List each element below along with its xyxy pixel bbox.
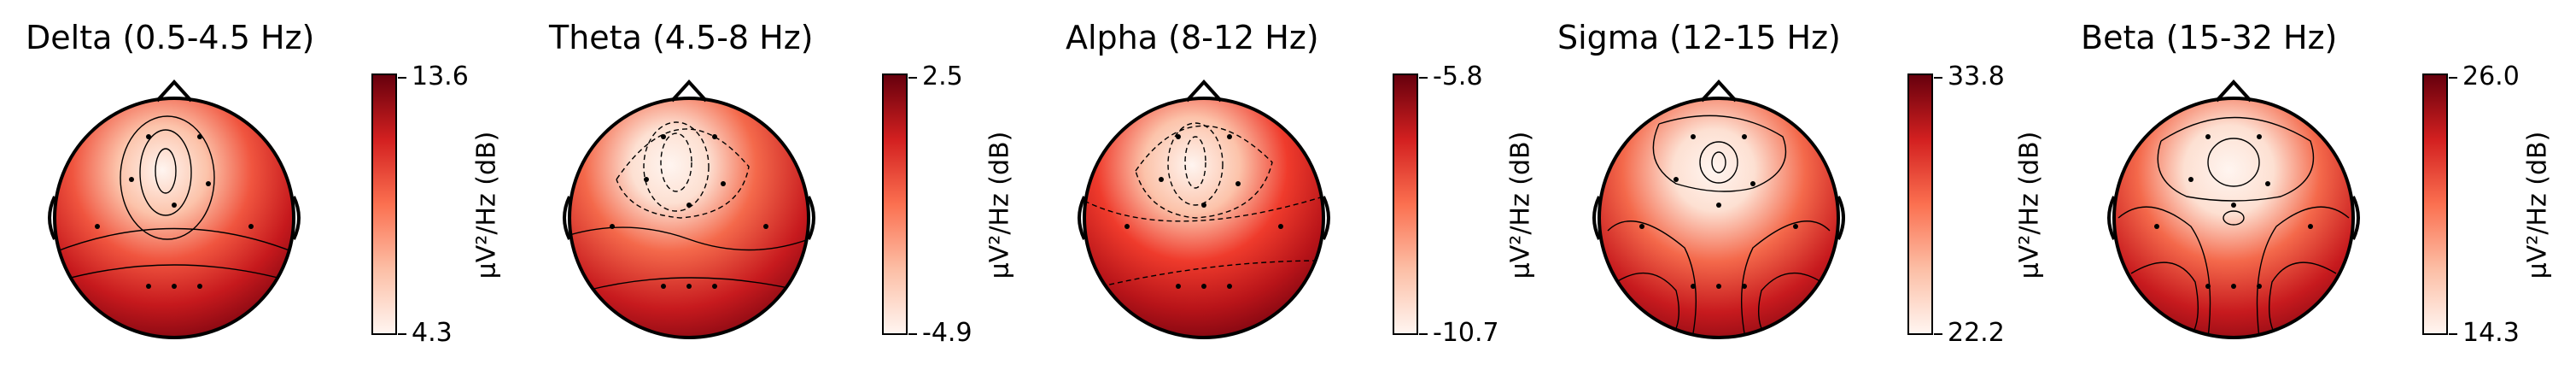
electrode-markers — [95, 134, 254, 289]
head-outline — [1083, 97, 1325, 339]
nose-icon — [670, 79, 708, 103]
colorbar-unit-label: µV²/Hz (dB) — [471, 131, 502, 279]
colorbar — [1393, 73, 1418, 335]
topomap-title: Sigma (12-15 Hz) — [1557, 19, 1841, 56]
right-ear-icon — [292, 196, 301, 240]
colorbar-max-label: 26.0 — [2449, 62, 2520, 91]
colorbar — [2422, 73, 2448, 335]
left-ear-icon — [563, 196, 571, 240]
right-ear-icon — [1837, 196, 1845, 240]
topomap-panel-beta: Beta (15-32 Hz) — [2059, 0, 2572, 376]
left-ear-icon — [2107, 196, 2116, 240]
electrode-markers — [1124, 134, 1283, 289]
colorbar-min-label: 22.2 — [1934, 318, 2005, 348]
colorbar-min-label: 4.3 — [398, 318, 453, 348]
scalp-heatmap — [2114, 98, 2353, 338]
right-ear-icon — [807, 196, 815, 240]
nose-icon — [2215, 79, 2252, 103]
topomap-panel-theta: Theta (4.5-8 Hz) 2.5 -4.9 — [515, 0, 1027, 376]
scalp-topomap — [2107, 79, 2360, 339]
colorbar-unit-label: µV²/Hz (dB) — [2014, 131, 2045, 279]
head-outline — [1598, 97, 1840, 339]
colorbar-unit-label: µV²/Hz (dB) — [1505, 131, 1536, 279]
topomap-panel-alpha: Alpha (8-12 Hz) -5.8 -10.7 — [1030, 0, 1542, 376]
nose-icon — [1185, 79, 1223, 103]
right-ear-icon — [2351, 196, 2360, 240]
nose-icon — [155, 79, 193, 103]
colorbar-max-label: 2.5 — [908, 62, 963, 91]
scalp-topomap — [1592, 79, 1845, 339]
head-outline — [53, 97, 295, 339]
colorbar-min-label: -10.7 — [1419, 318, 1499, 348]
electrode-markers — [1639, 134, 1798, 289]
left-ear-icon — [48, 196, 56, 240]
colorbar-unit-label: µV²/Hz (dB) — [2522, 131, 2553, 279]
colorbar-max-label: 33.8 — [1934, 62, 2005, 91]
topomap-title: Delta (0.5-4.5 Hz) — [26, 19, 315, 56]
left-ear-icon — [1592, 196, 1601, 240]
colorbar — [371, 73, 397, 335]
left-ear-icon — [1078, 196, 1086, 240]
colorbar — [1907, 73, 1933, 335]
electrode-markers — [2154, 134, 2313, 289]
scalp-heatmap — [570, 98, 809, 338]
nose-icon — [1700, 79, 1738, 103]
colorbar-min-label: 14.3 — [2449, 318, 2520, 348]
colorbar-max-label: 13.6 — [398, 62, 469, 91]
colorbar-unit-label: µV²/Hz (dB) — [984, 131, 1015, 279]
topomap-panel-sigma: Sigma (12-15 Hz) 33.8 — [1545, 0, 2057, 376]
colorbar — [882, 73, 908, 335]
scalp-heatmap — [55, 98, 294, 338]
head-outline — [568, 97, 810, 339]
scalp-topomap — [563, 79, 815, 339]
head-outline — [2112, 97, 2355, 339]
topomap-title: Theta (4.5-8 Hz) — [549, 19, 814, 56]
topomap-title: Beta (15-32 Hz) — [2081, 19, 2338, 56]
electrode-markers — [610, 134, 768, 289]
topomap-title: Alpha (8-12 Hz) — [1066, 19, 1319, 56]
scalp-topomap — [1078, 79, 1330, 339]
scalp-heatmap — [1599, 98, 1838, 338]
colorbar-min-label: -4.9 — [908, 318, 973, 348]
right-ear-icon — [1322, 196, 1330, 240]
scalp-topomap — [48, 79, 301, 339]
topomap-panel-delta: Delta (0.5-4.5 Hz) 13.6 4.3 µV²/Hz (dB) — [0, 0, 512, 376]
colorbar-max-label: -5.8 — [1419, 62, 1483, 91]
